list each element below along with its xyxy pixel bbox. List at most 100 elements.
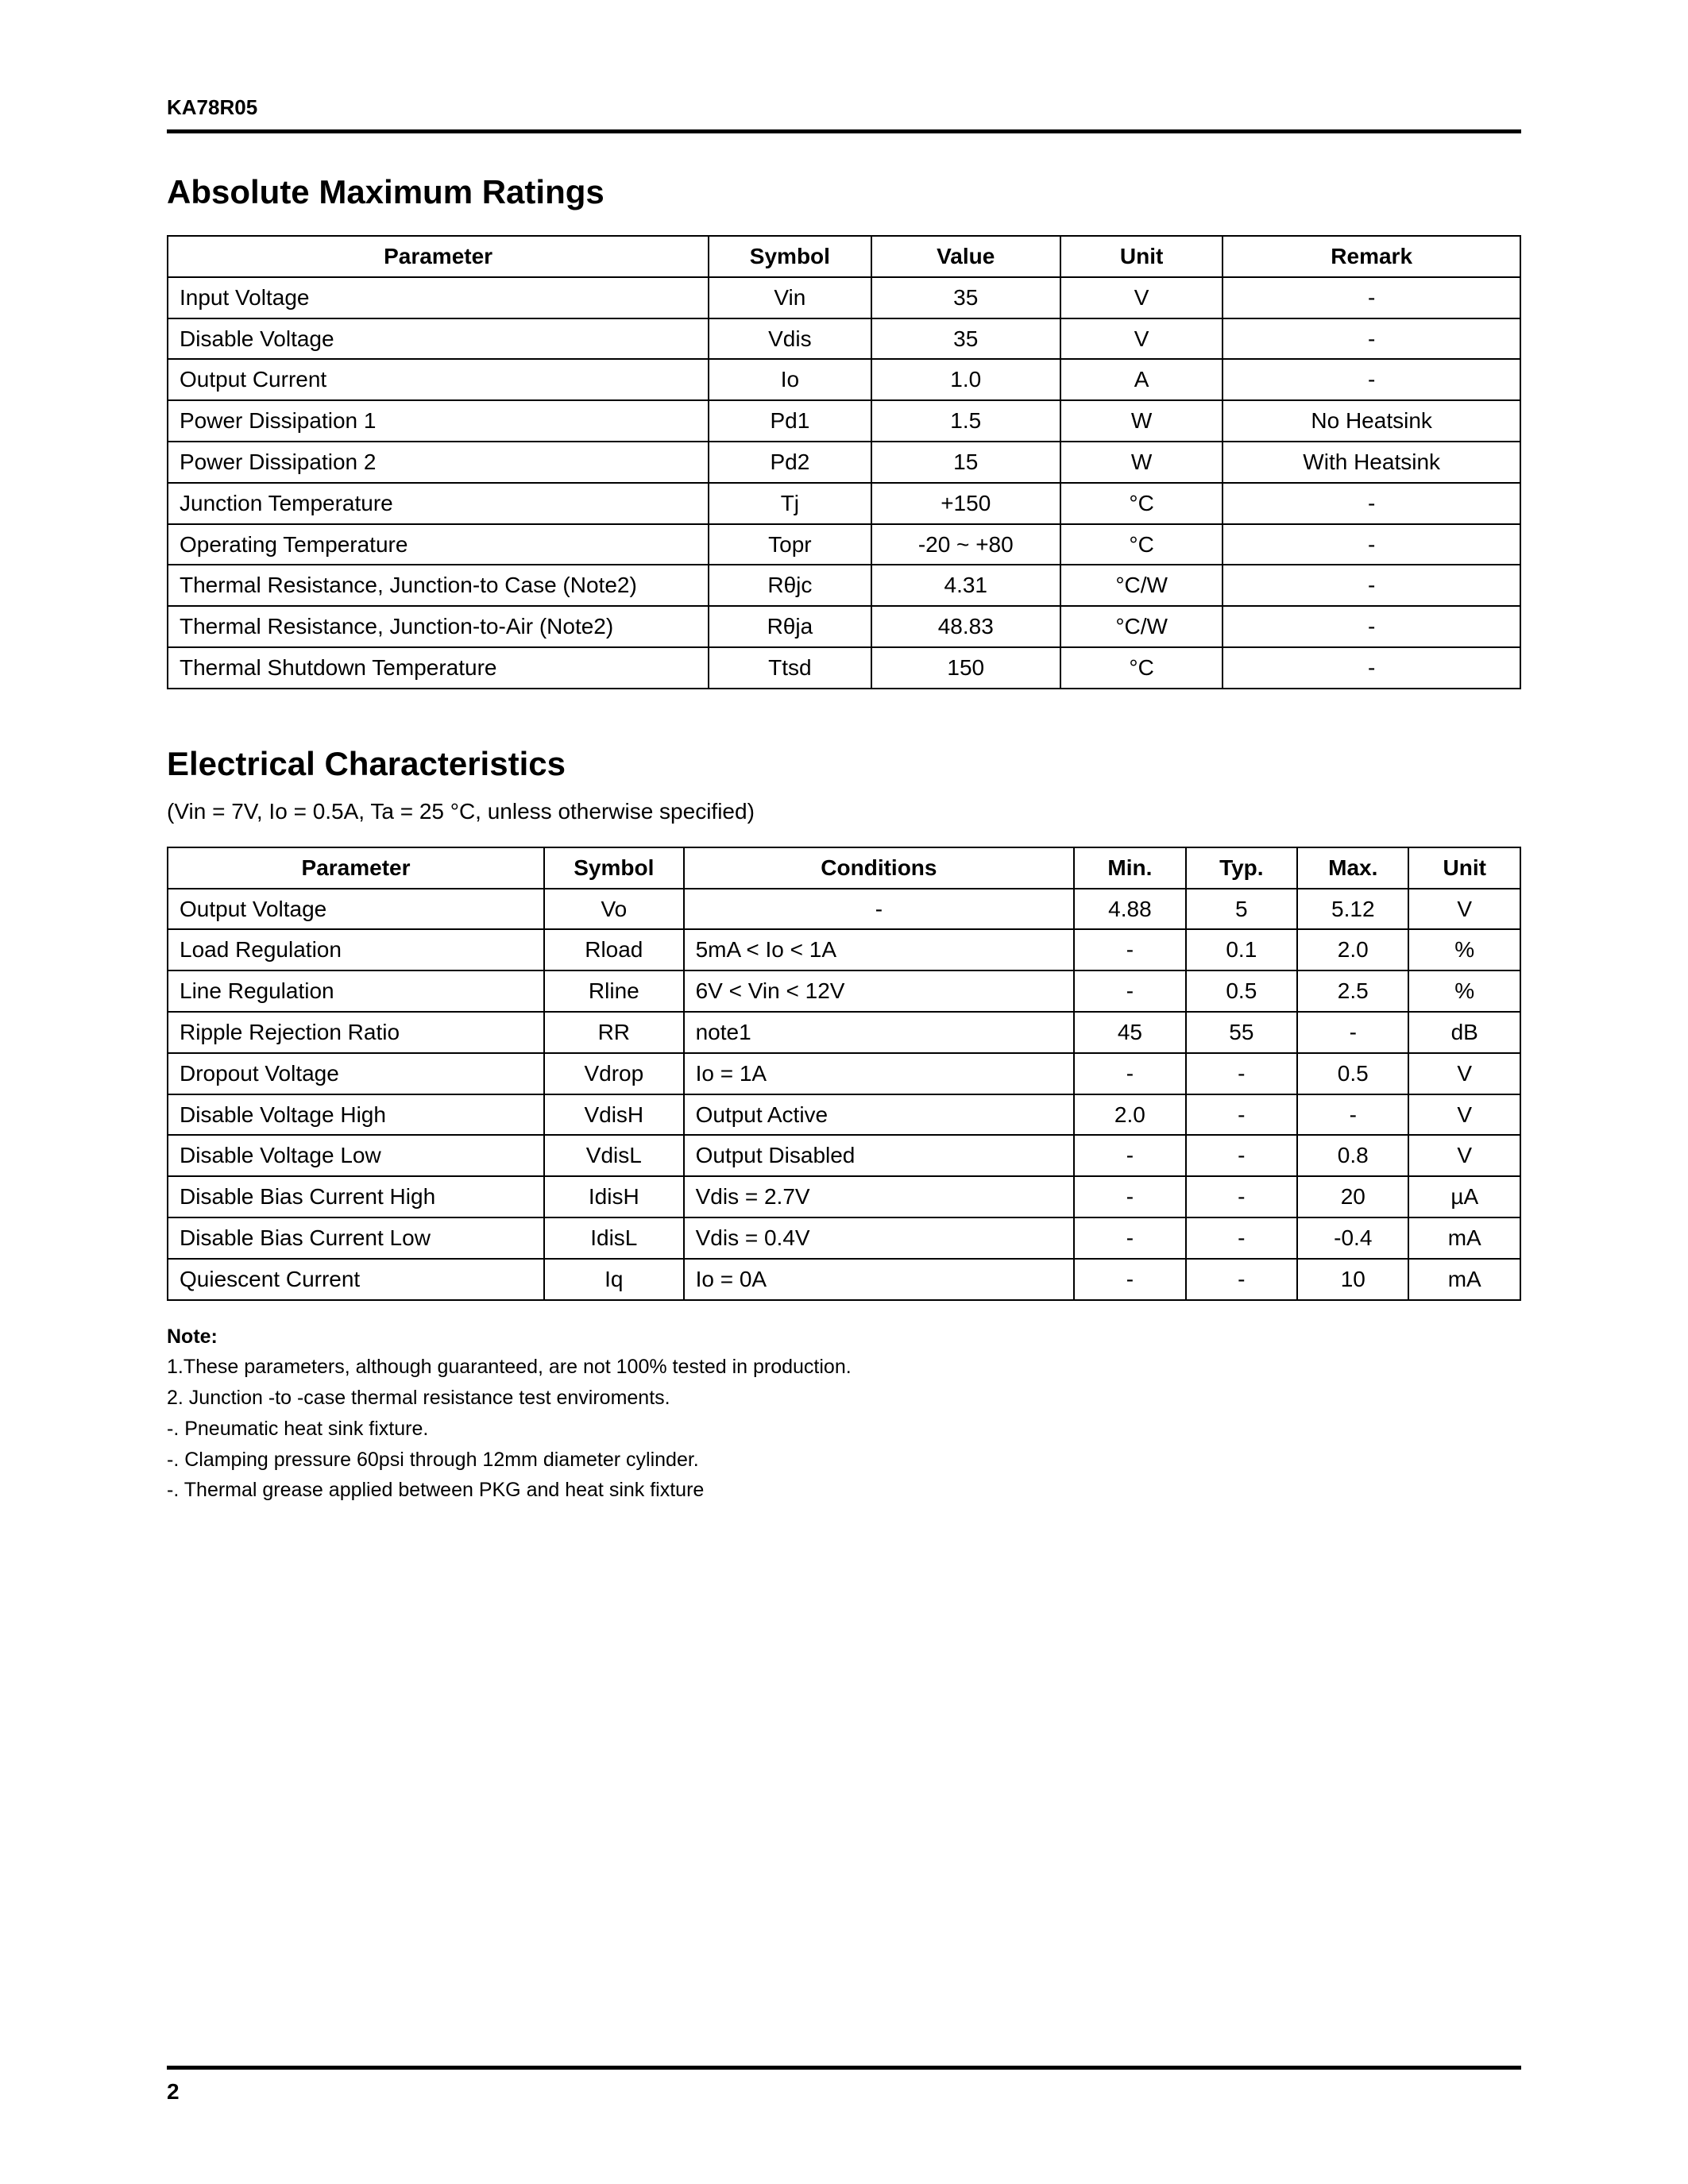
note-line: -. Clamping pressure 60psi through 12mm … (167, 1445, 1521, 1476)
table-cell: - (1186, 1176, 1297, 1217)
table-cell: Input Voltage (168, 277, 709, 318)
table-cell: Io = 1A (684, 1053, 1075, 1094)
table-cell: - (1186, 1135, 1297, 1176)
table-cell: No Heatsink (1223, 400, 1520, 442)
table-row: Input VoltageVin35V- (168, 277, 1520, 318)
table-cell: µA (1408, 1176, 1520, 1217)
table-cell: -0.4 (1297, 1217, 1408, 1259)
table-row: Thermal Resistance, Junction-to-Air (Not… (168, 606, 1520, 647)
table-cell: IdisH (544, 1176, 684, 1217)
table-cell: Quiescent Current (168, 1259, 544, 1300)
table-cell: Power Dissipation 2 (168, 442, 709, 483)
table-header-cell: Typ. (1186, 847, 1297, 889)
table-header-cell: Symbol (709, 236, 871, 277)
table-cell: 5.12 (1297, 889, 1408, 930)
table-cell: VdisH (544, 1094, 684, 1136)
table-cell: Load Regulation (168, 929, 544, 970)
table-row: Operating TemperatureTopr-20 ~ +80°C- (168, 524, 1520, 565)
header-rule (167, 129, 1521, 133)
table-cell: Disable Bias Current High (168, 1176, 544, 1217)
table-cell: 35 (871, 277, 1060, 318)
table-cell: Pd1 (709, 400, 871, 442)
table-cell: mA (1408, 1259, 1520, 1300)
table-cell: note1 (684, 1012, 1075, 1053)
table-cell: V (1060, 318, 1223, 360)
table-cell: °C (1060, 647, 1223, 689)
table-cell: °C (1060, 524, 1223, 565)
table-cell: Thermal Resistance, Junction-to Case (No… (168, 565, 709, 606)
note-line: 2. Junction -to -case thermal resistance… (167, 1383, 1521, 1414)
table-cell: - (1223, 277, 1520, 318)
table-cell: Junction Temperature (168, 483, 709, 524)
table-cell: Output Active (684, 1094, 1075, 1136)
table-cell: 4.88 (1074, 889, 1185, 930)
table-row: Junction TemperatureTj+150°C- (168, 483, 1520, 524)
table-cell: With Heatsink (1223, 442, 1520, 483)
table-cell: A (1060, 359, 1223, 400)
table-cell: 15 (871, 442, 1060, 483)
notes-heading: Note: (167, 1322, 1521, 1352)
table-cell: - (1223, 565, 1520, 606)
table-cell: - (684, 889, 1075, 930)
table-cell: dB (1408, 1012, 1520, 1053)
table-cell: V (1408, 1094, 1520, 1136)
table-row: Disable Bias Current HighIdisHVdis = 2.7… (168, 1176, 1520, 1217)
table-cell: 150 (871, 647, 1060, 689)
table-cell: Power Dissipation 1 (168, 400, 709, 442)
note-line: 1.These parameters, although guaranteed,… (167, 1352, 1521, 1383)
table-row: Quiescent CurrentIqIo = 0A--10mA (168, 1259, 1520, 1300)
table-row: Disable Bias Current LowIdisLVdis = 0.4V… (168, 1217, 1520, 1259)
table-header-row: ParameterSymbolConditionsMin.Typ.Max.Uni… (168, 847, 1520, 889)
table-cell: 45 (1074, 1012, 1185, 1053)
table-cell: Vo (544, 889, 684, 930)
table-row: Thermal Resistance, Junction-to Case (No… (168, 565, 1520, 606)
table-cell: Vdis = 0.4V (684, 1217, 1075, 1259)
notes-block: Note: 1.These parameters, although guara… (167, 1322, 1521, 1507)
table-row: Power Dissipation 2Pd215WWith Heatsink (168, 442, 1520, 483)
table-cell: Vdis = 2.7V (684, 1176, 1075, 1217)
table-cell: Disable Voltage High (168, 1094, 544, 1136)
table-cell: Disable Bias Current Low (168, 1217, 544, 1259)
table-cell: 0.8 (1297, 1135, 1408, 1176)
table-header-cell: Remark (1223, 236, 1520, 277)
table-cell: Ttsd (709, 647, 871, 689)
table-header-cell: Symbol (544, 847, 684, 889)
footer-rule (167, 2066, 1521, 2070)
table-cell: °C/W (1060, 565, 1223, 606)
table-row: Thermal Shutdown TemperatureTtsd150°C- (168, 647, 1520, 689)
table-cell: - (1223, 647, 1520, 689)
table-cell: Output Voltage (168, 889, 544, 930)
table-header-row: ParameterSymbolValueUnitRemark (168, 236, 1520, 277)
table-cell: Vdis (709, 318, 871, 360)
table-cell: 20 (1297, 1176, 1408, 1217)
table-row: Output VoltageVo-4.8855.12V (168, 889, 1520, 930)
table-row: Disable Voltage LowVdisLOutput Disabled-… (168, 1135, 1520, 1176)
table-cell: V (1408, 889, 1520, 930)
table-row: Load RegulationRload5mA < Io < 1A-0.12.0… (168, 929, 1520, 970)
table-header-cell: Unit (1060, 236, 1223, 277)
table-cell: - (1074, 1135, 1185, 1176)
table-cell: - (1074, 1176, 1185, 1217)
table-cell: Iq (544, 1259, 684, 1300)
table-cell: 2.5 (1297, 970, 1408, 1012)
table-cell: 0.5 (1297, 1053, 1408, 1094)
table-cell: 1.0 (871, 359, 1060, 400)
table-cell: - (1074, 929, 1185, 970)
table-cell: W (1060, 442, 1223, 483)
table-cell: RR (544, 1012, 684, 1053)
table-header-cell: Parameter (168, 236, 709, 277)
table-cell: - (1074, 1259, 1185, 1300)
table-cell: 2.0 (1074, 1094, 1185, 1136)
table-cell: -20 ~ +80 (871, 524, 1060, 565)
table-row: Dropout VoltageVdropIo = 1A--0.5V (168, 1053, 1520, 1094)
table-cell: V (1408, 1053, 1520, 1094)
table-cell: Pd2 (709, 442, 871, 483)
table-cell: Rline (544, 970, 684, 1012)
table-cell: 2.0 (1297, 929, 1408, 970)
table-row: Disable Voltage HighVdisHOutput Active2.… (168, 1094, 1520, 1136)
table-cell: 1.5 (871, 400, 1060, 442)
note-line: -. Pneumatic heat sink fixture. (167, 1414, 1521, 1445)
table-cell: 5mA < Io < 1A (684, 929, 1075, 970)
table-cell: - (1074, 1217, 1185, 1259)
table-cell: Thermal Resistance, Junction-to-Air (Not… (168, 606, 709, 647)
